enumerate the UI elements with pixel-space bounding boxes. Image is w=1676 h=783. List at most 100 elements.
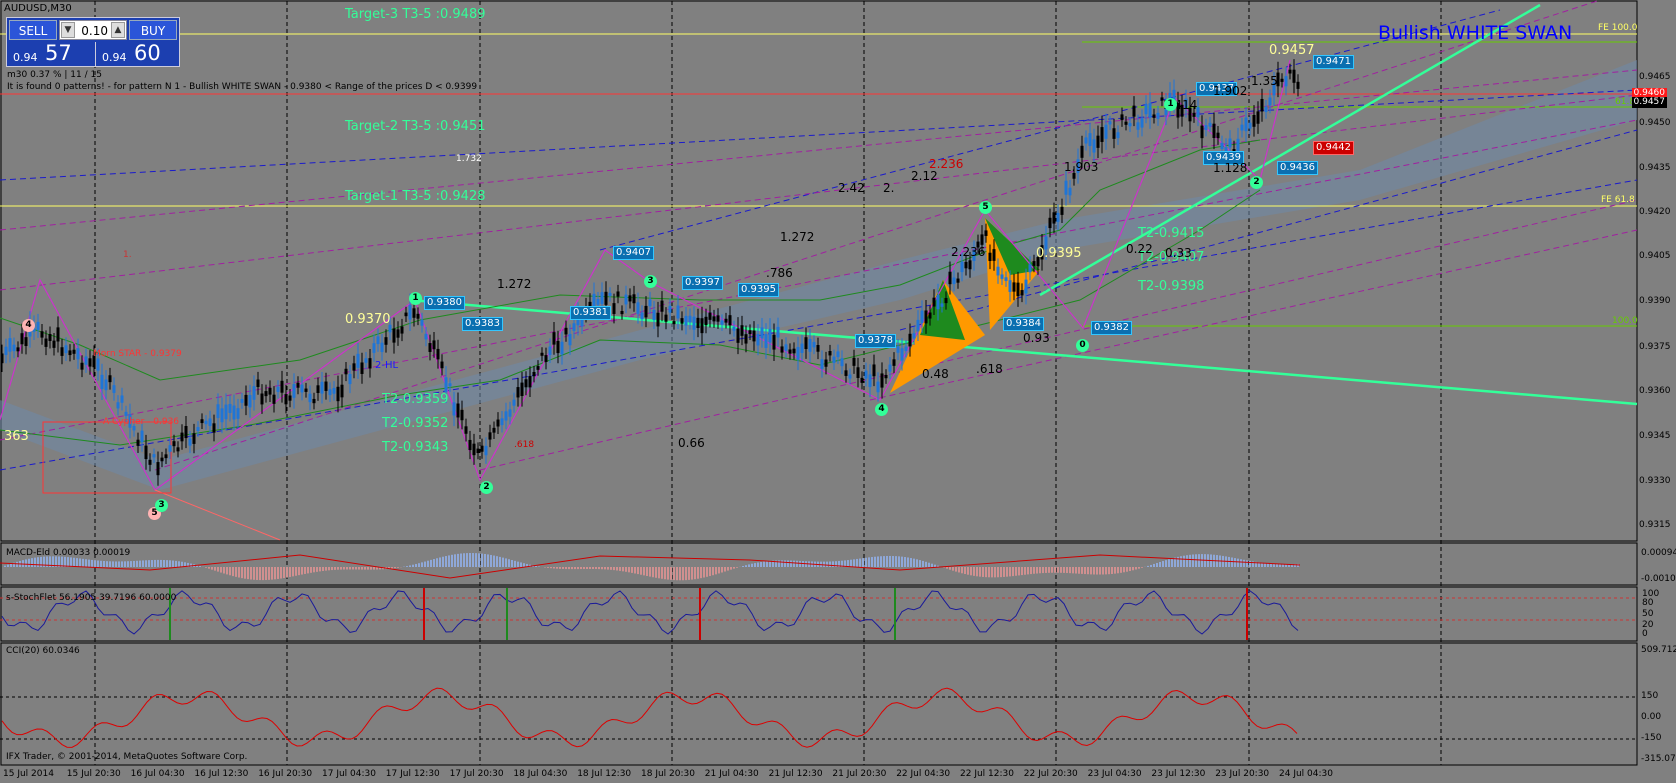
candle-body [768, 328, 772, 343]
macd-bar [1102, 567, 1104, 575]
candle-body [212, 423, 216, 433]
macd-bar [763, 561, 765, 567]
candle-body [704, 316, 708, 326]
macd-bar [1159, 561, 1161, 567]
macd-bar [121, 561, 123, 567]
candle-body [228, 403, 232, 413]
candle-body [952, 277, 956, 285]
candle-body [1260, 98, 1264, 112]
macd-bar [1060, 567, 1062, 573]
bid-small: 0.94 [13, 51, 38, 64]
macd-bar [949, 567, 951, 570]
macd-bar [619, 567, 621, 571]
price-label: 0.9378 [855, 334, 896, 348]
macd-bar [286, 567, 288, 578]
macd-bar [424, 561, 426, 567]
macd-bar [250, 567, 252, 580]
candle-body [604, 291, 608, 305]
macd-bar [1282, 564, 1284, 567]
macd-bar [337, 567, 339, 570]
candle-body [536, 366, 540, 370]
macd-bar [706, 567, 708, 577]
macd-bar [925, 561, 927, 567]
macd-bar [850, 559, 852, 567]
macd-bar [1054, 567, 1056, 573]
candle-body [1096, 135, 1100, 148]
macd-bar [61, 556, 63, 567]
lot-up-arrow-icon[interactable]: ▲ [111, 22, 125, 38]
macd-bar [991, 567, 993, 578]
macd-bar [832, 561, 834, 567]
macd-bar [214, 567, 216, 571]
candle-body [108, 375, 112, 383]
macd-bar [883, 556, 885, 567]
macd-bar [1147, 565, 1149, 567]
buy-button[interactable]: BUY [129, 20, 177, 40]
macd-bar [628, 567, 630, 573]
macd-bar [1258, 562, 1260, 567]
candle-body [472, 443, 476, 456]
candle-body [1244, 117, 1248, 132]
macd-bar [937, 565, 939, 567]
lot-size-field[interactable]: ▼ 0.10 ▲ [59, 20, 127, 40]
candle-body [140, 430, 144, 443]
candle-body [568, 333, 572, 346]
macd-bar [919, 560, 921, 567]
candle-body [948, 271, 952, 285]
cci-tick: 150 [1641, 691, 1659, 701]
price-tick: 0.9375 [1639, 342, 1671, 352]
candle-body [924, 310, 928, 324]
macd-label: MACD-Eld 0.00033 0.00019 [6, 548, 131, 558]
macd-bar [310, 567, 312, 573]
candle-body [128, 414, 132, 428]
stoch-tick: 80 [1642, 598, 1654, 608]
macd-bar [1270, 563, 1272, 567]
macd-bar [1264, 563, 1266, 567]
macd-bar [37, 557, 39, 567]
candle-body [1064, 180, 1068, 195]
macd-bar [970, 567, 972, 576]
macd-bar [253, 567, 255, 580]
macd-bar [823, 561, 825, 567]
trend-line [479, 199, 1638, 471]
macd-bar [889, 555, 891, 567]
macd-bar [427, 560, 429, 567]
macd-bar [871, 557, 873, 567]
macd-bar [307, 567, 309, 574]
candle-body [792, 348, 796, 354]
t2-left-label-1: T2-0.9359 [382, 392, 449, 407]
price-label: 0.9471 [1313, 55, 1354, 69]
macd-bar [1051, 567, 1053, 573]
sell-button[interactable]: SELL [9, 20, 57, 40]
macd-bar [1252, 561, 1254, 567]
lot-down-arrow-icon[interactable]: ▼ [61, 22, 75, 38]
candle-body [1284, 76, 1288, 87]
macd-bar [247, 567, 249, 580]
macd-bar [313, 567, 315, 573]
macd-bar [508, 559, 510, 567]
candle-body [852, 357, 856, 366]
macd-bar [178, 561, 180, 567]
macd-bar [958, 567, 960, 573]
ratio-label: .618 [514, 440, 535, 450]
candle-body [448, 383, 452, 387]
info-line-1: m30 0.37 % | 11 / 15 [7, 70, 102, 80]
macd-bar [1105, 567, 1107, 575]
point-marker: 4 [22, 319, 35, 332]
macd-bar [154, 559, 156, 567]
macd-bar [289, 567, 291, 577]
candle-body [92, 355, 96, 368]
macd-bar [241, 567, 243, 579]
ask-price[interactable]: 0.94 60 [95, 41, 180, 66]
macd-bar [268, 567, 270, 580]
bid-price[interactable]: 0.94 57 [7, 41, 91, 66]
candle-body [896, 346, 900, 353]
candle-body [668, 305, 672, 313]
candle-body [1172, 89, 1176, 103]
copyright-text: IFX Trader, © 2001-2014, MetaQuotes Soft… [6, 752, 248, 762]
candle-body [468, 439, 472, 451]
candle-body [488, 432, 492, 440]
candle-body [1200, 125, 1204, 139]
candle-body [592, 293, 596, 309]
